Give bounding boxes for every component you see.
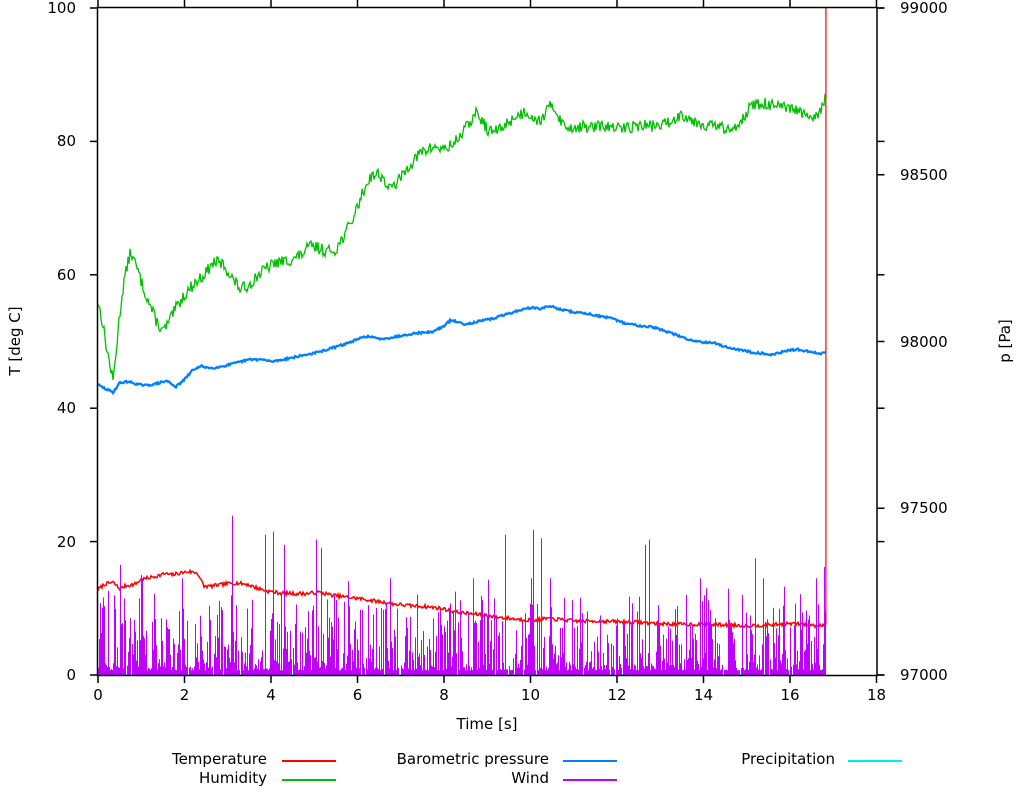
legend-label-barometric-pressure: Barometric pressure bbox=[396, 750, 549, 768]
pressure-curve bbox=[97, 304, 827, 396]
legend-label-humidity: Humidity bbox=[198, 769, 267, 787]
legend-line-temperature-icon bbox=[282, 760, 336, 762]
legend-label-wind: Wind bbox=[511, 769, 549, 787]
y-left-tick-label: 80 bbox=[56, 132, 76, 151]
x-tick-label: 16 bbox=[780, 686, 800, 704]
legend-line-humidity-icon bbox=[282, 779, 336, 781]
plot-border bbox=[96, 6, 878, 677]
x-tick-label: 0 bbox=[93, 686, 103, 704]
legend-line-wind-icon bbox=[563, 779, 617, 781]
x-tick-label: 8 bbox=[439, 686, 449, 704]
legend-line-precipitation-icon bbox=[848, 760, 902, 762]
y-right-tick-label: 98000 bbox=[900, 332, 948, 351]
y-right-tick-label: 98500 bbox=[900, 165, 948, 184]
y-right-tick-label: 97000 bbox=[900, 666, 948, 684]
temperature-curve bbox=[97, 568, 827, 630]
y-left-tick-label: 60 bbox=[56, 265, 76, 284]
x-tick-label: 6 bbox=[352, 686, 363, 704]
y-axis-title-right: p [Pa] bbox=[996, 319, 1014, 363]
legend-line-pressure-icon bbox=[563, 760, 617, 762]
x-tick-label: 4 bbox=[266, 686, 276, 704]
legend-label-temperature: Temperature bbox=[171, 750, 267, 768]
x-tick-label: 12 bbox=[607, 686, 627, 704]
humidity-curve bbox=[97, 93, 827, 380]
y-left-tick-label: 100 bbox=[47, 0, 76, 17]
x-tick-label: 2 bbox=[179, 686, 190, 704]
legend-label-precipitation: Precipitation bbox=[741, 750, 835, 768]
y-right-tick-label: 97500 bbox=[900, 499, 948, 518]
wind-spikes bbox=[98, 515, 826, 675]
y-axis-title-left: T [deg C] bbox=[6, 306, 24, 376]
x-tick-label: 18 bbox=[866, 686, 887, 704]
x-axis-title: Time [s] bbox=[456, 715, 518, 733]
x-tick-label: 14 bbox=[693, 686, 714, 704]
x-tick-label: 10 bbox=[520, 686, 541, 704]
y-left-tick-label: 0 bbox=[66, 666, 76, 684]
y-right-tick-label: 99000 bbox=[900, 0, 948, 17]
y-left-tick-label: 20 bbox=[56, 532, 76, 551]
y-left-tick-label: 40 bbox=[56, 399, 76, 418]
